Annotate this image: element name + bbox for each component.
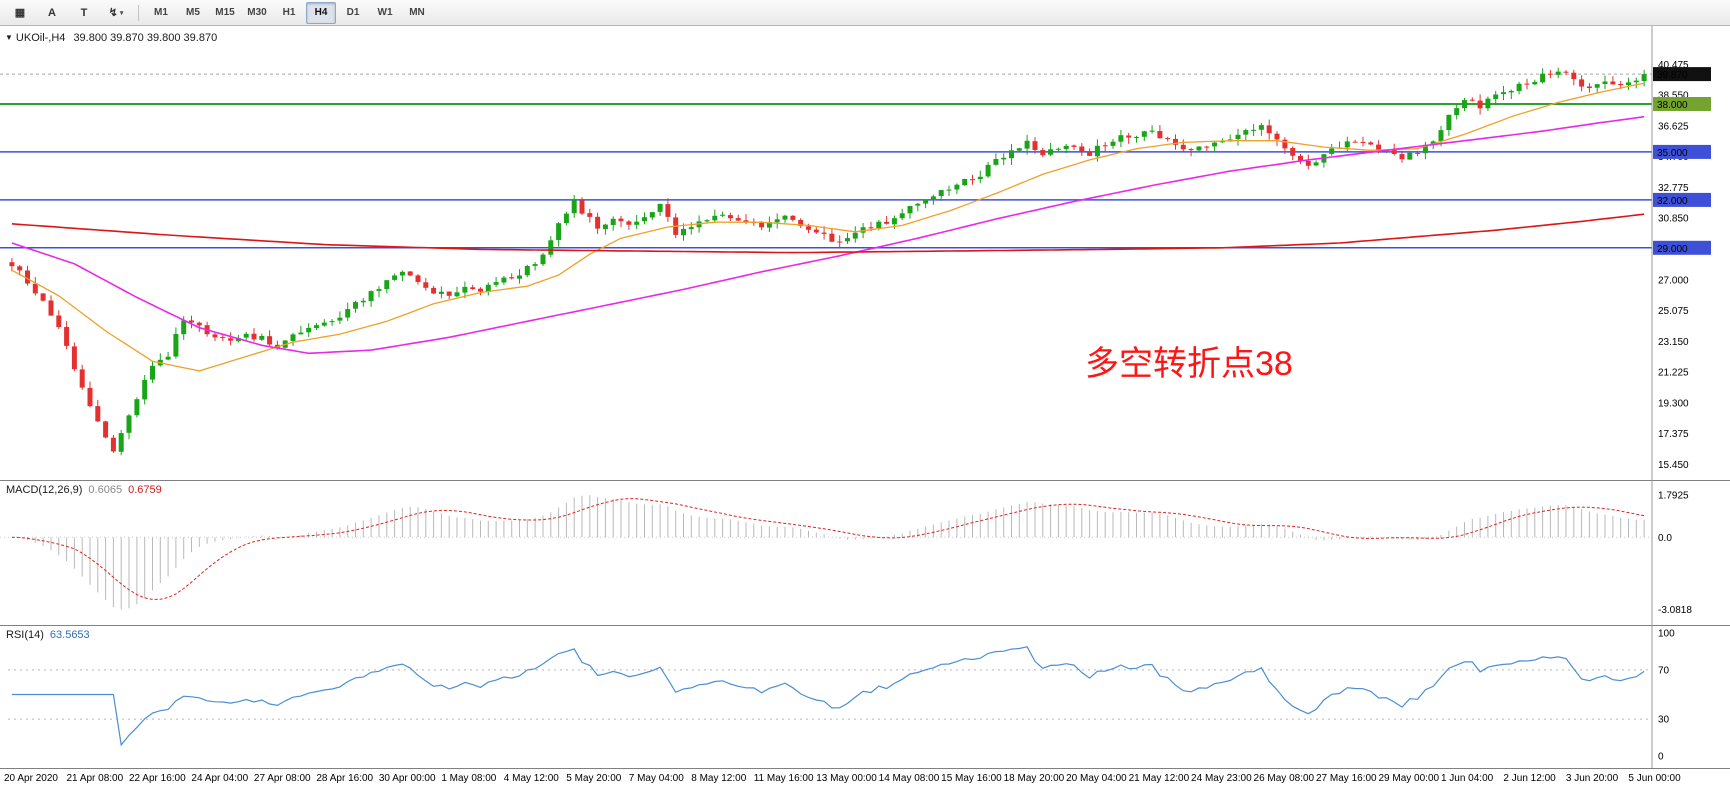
time-label: 21 May 12:00 [1128,773,1190,784]
indicators-tool-button[interactable]: ↯ ▾ [108,7,124,19]
svg-text:35.000: 35.000 [1657,148,1688,159]
svg-text:29.000: 29.000 [1657,244,1688,255]
svg-text:1.7925: 1.7925 [1658,491,1689,502]
tool-buttons-group: ▦ A T ↯ ▾ [4,2,132,24]
svg-text:23.150: 23.150 [1658,337,1689,348]
annotation-text: 多空转折点38 [1085,345,1293,383]
timeframe-button-m1[interactable]: M1 [154,7,168,18]
time-label: 1 Jun 04:00 [1440,773,1494,784]
timeframe-button-mn[interactable]: MN [409,7,425,18]
ohlc-values: 39.800 39.870 39.800 39.870 [73,32,218,44]
svg-text:27.000: 27.000 [1658,275,1689,286]
rsi-value: 63.5653 [49,629,90,641]
rsi-header: RSI(14) 63.5653 [6,629,96,641]
chart-header: ▼ UKOil-,H4 39.800 39.870 39.800 39.870 [5,32,217,44]
toolbar-separator [138,4,139,21]
rsi-panel[interactable]: 100 70 30 0 RSI(14) 63.5653 [0,625,1730,768]
time-label: 8 May 12:00 [691,773,747,784]
svg-text:30: 30 [1658,715,1670,726]
svg-text:17.375: 17.375 [1658,429,1689,440]
time-label: 27 Apr 08:00 [253,773,311,784]
rsi-title: RSI(14) [6,629,44,641]
time-label: 24 May 23:00 [1191,773,1252,784]
time-label: 20 Apr 2020 [4,773,58,784]
symbol-timeframe-label: UKOil-,H4 [15,32,66,44]
svg-text:21.225: 21.225 [1658,368,1689,379]
svg-text:32.775: 32.775 [1658,183,1689,194]
timeframe-button-h4[interactable]: H4 [306,1,336,24]
svg-text:15.450: 15.450 [1658,460,1689,471]
text-tool-button[interactable]: T [80,6,88,19]
time-label: 3 Jun 20:00 [1565,773,1619,784]
timeframe-button-m5[interactable]: M5 [186,7,200,18]
charts-grid-icon[interactable]: ▦ [14,7,26,19]
svg-text:39.870: 39.870 [1657,70,1688,81]
time-label: 20 May 04:00 [1066,773,1127,784]
time-label: 5 Jun 00:00 [1628,773,1681,784]
time-label: 7 May 04:00 [628,773,684,784]
timeframe-button-w1[interactable]: W1 [377,7,393,18]
chevron-down-icon: ▾ [119,9,124,17]
time-label: 2 Jun 12:00 [1503,773,1556,784]
time-label: 22 Apr 16:00 [128,773,186,784]
svg-text:100: 100 [1658,629,1675,640]
svg-text:70: 70 [1658,665,1670,676]
svg-text:25.075: 25.075 [1658,306,1689,317]
toolbar: ▦ A T ↯ ▾ M1 M5 M15 M30 H1 H4 D1 W1 MN [0,0,1730,26]
svg-text:19.300: 19.300 [1658,398,1689,409]
timeframe-button-h1[interactable]: H1 [282,7,296,18]
svg-text:40.475: 40.475 [1658,60,1689,71]
time-axis[interactable]: 20 Apr 2020 21 Apr 08:00 22 Apr 16:00 24 Ap… [0,768,1730,792]
time-label: 11 May 16:00 [753,773,814,784]
time-label: 28 Apr 16:00 [316,773,374,784]
price-chart-svg[interactable]: 40.47538.55036.62534.70032.77530.85027.0… [0,26,1730,480]
time-label: 29 May 00:00 [1378,773,1440,784]
macd-main-value: 0.6065 [88,484,123,496]
timeframe-button-d1[interactable]: D1 [346,7,360,18]
svg-text:0: 0 [1658,752,1664,763]
timeframe-button-m30[interactable]: M30 [247,7,267,18]
macd-header: MACD(12,26,9) 0.6065 0.6759 [6,484,168,496]
time-label: 21 Apr 08:00 [66,773,124,784]
time-label: 5 May 20:00 [566,773,622,784]
rsi-chart-svg[interactable]: 100 70 30 0 [0,625,1730,768]
time-label: 13 May 00:00 [816,773,877,784]
chart-window: 40.47538.55036.62534.70032.77530.85027.0… [0,26,1730,792]
time-label: 4 May 12:00 [503,773,559,784]
time-label: 27 May 16:00 [1316,773,1377,784]
time-label: 15 May 16:00 [941,773,1002,784]
time-label: 14 May 08:00 [878,773,940,784]
svg-text:30.850: 30.850 [1658,214,1689,225]
svg-text:38.550: 38.550 [1658,91,1689,102]
svg-text:38.000: 38.000 [1657,100,1688,111]
time-label: 30 Apr 00:00 [378,773,436,784]
svg-text:36.625: 36.625 [1658,121,1689,132]
timeframe-buttons-group: M1 M5 M15 M30 H1 H4 D1 W1 MN [145,1,433,24]
macd-panel[interactable]: 1.7925 0.0 -3.0818 MACD(12,26,9) 0.6065 0.67… [0,480,1730,625]
cursor-tool-button[interactable]: A [48,6,56,19]
macd-title: MACD(12,26,9) [6,484,83,496]
time-label: 18 May 20:00 [1003,773,1065,784]
macd-chart-svg[interactable]: 1.7925 0.0 -3.0818 [0,480,1730,625]
time-label: 26 May 08:00 [1253,773,1315,784]
svg-text:32.000: 32.000 [1657,196,1688,207]
macd-signal-value: 0.6759 [128,484,162,496]
svg-text:-3.0818: -3.0818 [1658,605,1692,616]
time-label: 24 Apr 04:00 [191,773,249,784]
time-label: 1 May 08:00 [441,773,497,784]
collapse-arrow-icon[interactable]: ▼ [5,33,13,42]
main-chart-panel[interactable]: 40.47538.55036.62534.70032.77530.85027.0… [0,26,1730,480]
svg-text:0.0: 0.0 [1658,533,1672,544]
timeframe-button-m15[interactable]: M15 [215,7,235,18]
